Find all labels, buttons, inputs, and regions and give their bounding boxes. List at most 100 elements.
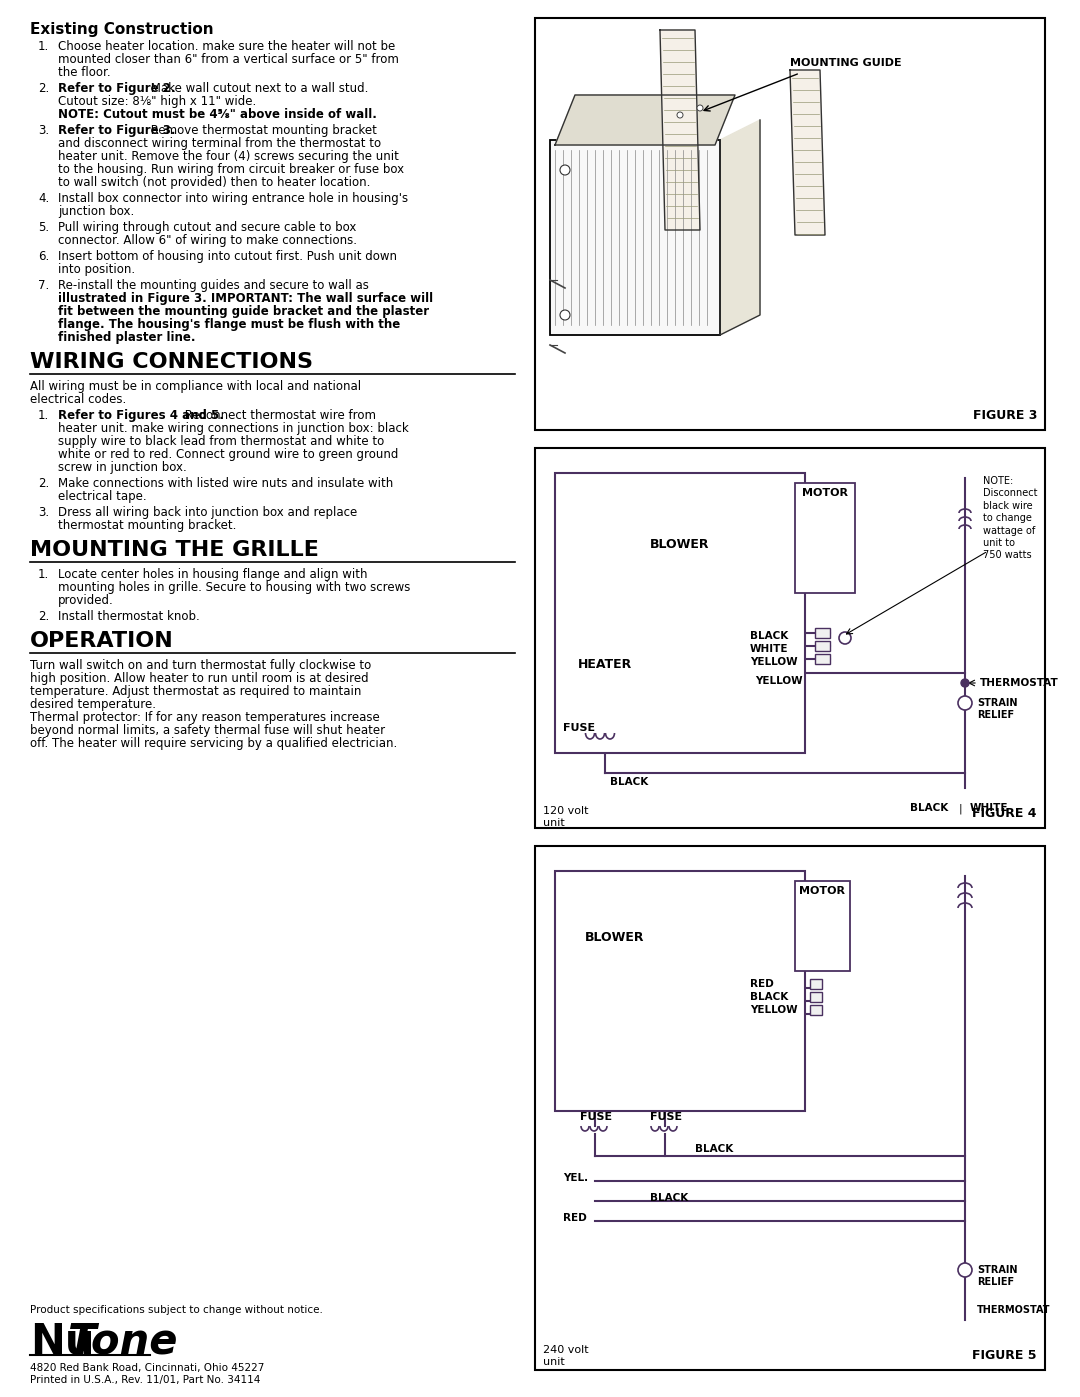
Text: MOTOR: MOTOR bbox=[802, 488, 848, 497]
Text: Choose heater location. make sure the heater will not be: Choose heater location. make sure the he… bbox=[58, 41, 395, 53]
Text: MOUNTING GUIDE: MOUNTING GUIDE bbox=[789, 59, 902, 68]
Text: BLACK: BLACK bbox=[650, 1193, 688, 1203]
Text: Pull wiring through cutout and secure cable to box: Pull wiring through cutout and secure ca… bbox=[58, 221, 356, 235]
Text: Locate center holes in housing flange and align with: Locate center holes in housing flange an… bbox=[58, 569, 367, 581]
Text: |: | bbox=[958, 803, 962, 813]
Text: Make wall cutout next to a wall stud.: Make wall cutout next to a wall stud. bbox=[147, 82, 368, 95]
Text: temperature. Adjust thermostat as required to maintain: temperature. Adjust thermostat as requir… bbox=[30, 685, 362, 698]
Text: 7.: 7. bbox=[38, 279, 50, 292]
Polygon shape bbox=[720, 120, 760, 335]
Text: Refer to Figure 2.: Refer to Figure 2. bbox=[58, 82, 175, 95]
Text: Refer to Figure 3.: Refer to Figure 3. bbox=[58, 124, 175, 137]
Text: Refer to Figures 4 and 5.: Refer to Figures 4 and 5. bbox=[58, 409, 224, 422]
Text: FIGURE 4: FIGURE 4 bbox=[972, 807, 1037, 820]
Text: fit between the mounting guide bracket and the plaster: fit between the mounting guide bracket a… bbox=[58, 305, 429, 319]
Text: BLOWER: BLOWER bbox=[585, 930, 645, 944]
Bar bbox=[555, 474, 805, 753]
Circle shape bbox=[561, 310, 570, 320]
Text: BLACK: BLACK bbox=[750, 631, 788, 641]
Text: connector. Allow 6" of wiring to make connections.: connector. Allow 6" of wiring to make co… bbox=[58, 235, 357, 247]
Text: supply wire to black lead from thermostat and white to: supply wire to black lead from thermosta… bbox=[58, 434, 384, 448]
Text: 1.: 1. bbox=[38, 41, 50, 53]
Text: the floor.: the floor. bbox=[58, 66, 110, 80]
Bar bbox=[815, 654, 831, 664]
Bar bbox=[555, 870, 805, 1111]
Text: white or red to red. Connect ground wire to green ground: white or red to red. Connect ground wire… bbox=[58, 448, 399, 461]
Text: off. The heater will require servicing by a qualified electrician.: off. The heater will require servicing b… bbox=[30, 738, 397, 750]
Circle shape bbox=[961, 679, 969, 687]
Text: 3.: 3. bbox=[38, 506, 49, 520]
Bar bbox=[810, 1004, 822, 1016]
Text: WIRING CONNECTIONS: WIRING CONNECTIONS bbox=[30, 352, 313, 372]
Text: Make connections with listed wire nuts and insulate with: Make connections with listed wire nuts a… bbox=[58, 476, 393, 490]
Text: thermostat mounting bracket.: thermostat mounting bracket. bbox=[58, 520, 237, 532]
Text: high position. Allow heater to run until room is at desired: high position. Allow heater to run until… bbox=[30, 672, 368, 685]
Text: OPERATION: OPERATION bbox=[30, 631, 174, 651]
Text: Reconnect thermostat wire from: Reconnect thermostat wire from bbox=[181, 409, 376, 422]
Polygon shape bbox=[660, 29, 700, 231]
Text: beyond normal limits, a safety thermal fuse will shut heater: beyond normal limits, a safety thermal f… bbox=[30, 724, 386, 738]
Text: BLACK: BLACK bbox=[696, 1144, 733, 1154]
Text: 1.: 1. bbox=[38, 409, 50, 422]
Text: NOTE:
Disconnect
black wire
to change
wattage of
unit to
750 watts: NOTE: Disconnect black wire to change wa… bbox=[983, 476, 1038, 560]
Bar bbox=[810, 992, 822, 1002]
Text: FIGURE 5: FIGURE 5 bbox=[972, 1350, 1037, 1362]
Text: YELLOW: YELLOW bbox=[750, 1004, 798, 1016]
Text: FUSE: FUSE bbox=[650, 1112, 683, 1122]
Text: RED: RED bbox=[563, 1213, 586, 1222]
Text: BLACK: BLACK bbox=[750, 992, 788, 1002]
Text: 240 volt
unit: 240 volt unit bbox=[543, 1345, 589, 1366]
Text: 120 volt
unit: 120 volt unit bbox=[543, 806, 589, 827]
Bar bbox=[815, 641, 831, 651]
Text: 2.: 2. bbox=[38, 476, 50, 490]
Text: junction box.: junction box. bbox=[58, 205, 134, 218]
Text: 4.: 4. bbox=[38, 191, 50, 205]
Text: provided.: provided. bbox=[58, 594, 113, 608]
Text: FIGURE 3: FIGURE 3 bbox=[973, 409, 1037, 422]
Bar bbox=[535, 847, 1045, 1370]
Text: YELLOW: YELLOW bbox=[750, 657, 798, 666]
Text: YEL.: YEL. bbox=[563, 1173, 589, 1183]
Bar bbox=[810, 979, 822, 989]
Text: electrical codes.: electrical codes. bbox=[30, 393, 126, 407]
Text: electrical tape.: electrical tape. bbox=[58, 490, 147, 503]
Text: Dress all wiring back into junction box and replace: Dress all wiring back into junction box … bbox=[58, 506, 357, 520]
Text: RED: RED bbox=[750, 979, 773, 989]
Bar bbox=[795, 483, 855, 592]
Text: FUSE: FUSE bbox=[580, 1112, 612, 1122]
Text: STRAIN
RELIEF: STRAIN RELIEF bbox=[977, 1266, 1017, 1288]
Text: WHITE: WHITE bbox=[970, 803, 1009, 813]
Text: 2.: 2. bbox=[38, 82, 50, 95]
Text: flange. The housing's flange must be flush with the: flange. The housing's flange must be flu… bbox=[58, 319, 401, 331]
Text: Remove thermostat mounting bracket: Remove thermostat mounting bracket bbox=[147, 124, 377, 137]
Text: 3.: 3. bbox=[38, 124, 49, 137]
Text: 6.: 6. bbox=[38, 250, 50, 263]
Text: BLACK: BLACK bbox=[610, 777, 648, 787]
Text: Install thermostat knob.: Install thermostat knob. bbox=[58, 610, 200, 623]
Circle shape bbox=[839, 631, 851, 644]
Text: MOUNTING THE GRILLE: MOUNTING THE GRILLE bbox=[30, 541, 319, 560]
Text: 4820 Red Bank Road, Cincinnati, Ohio 45227
Printed in U.S.A., Rev. 11/01, Part N: 4820 Red Bank Road, Cincinnati, Ohio 452… bbox=[30, 1363, 265, 1384]
Text: into position.: into position. bbox=[58, 263, 135, 277]
Text: desired temperature.: desired temperature. bbox=[30, 698, 156, 711]
Circle shape bbox=[677, 112, 683, 117]
Text: and disconnect wiring terminal from the thermostat to: and disconnect wiring terminal from the … bbox=[58, 137, 381, 149]
Bar bbox=[535, 18, 1045, 430]
Text: NOTE: Cutout must be 4⅝" above inside of wall.: NOTE: Cutout must be 4⅝" above inside of… bbox=[58, 108, 377, 122]
Bar bbox=[795, 882, 850, 971]
Circle shape bbox=[958, 696, 972, 710]
Text: FUSE: FUSE bbox=[563, 724, 595, 733]
Text: finished plaster line.: finished plaster line. bbox=[58, 331, 195, 344]
Text: THERMOSTAT: THERMOSTAT bbox=[980, 678, 1058, 687]
Text: Nu: Nu bbox=[30, 1322, 95, 1363]
Text: mounting holes in grille. Secure to housing with two screws: mounting holes in grille. Secure to hous… bbox=[58, 581, 410, 594]
Text: BLOWER: BLOWER bbox=[650, 538, 710, 550]
Circle shape bbox=[958, 1263, 972, 1277]
Polygon shape bbox=[789, 70, 825, 235]
Circle shape bbox=[697, 105, 703, 110]
Text: heater unit. Remove the four (4) screws securing the unit: heater unit. Remove the four (4) screws … bbox=[58, 149, 399, 163]
Text: STRAIN
RELIEF: STRAIN RELIEF bbox=[977, 698, 1017, 721]
Text: All wiring must be in compliance with local and national: All wiring must be in compliance with lo… bbox=[30, 380, 361, 393]
Text: Insert bottom of housing into cutout first. Push unit down: Insert bottom of housing into cutout fir… bbox=[58, 250, 397, 263]
Text: illustrated in Figure 3. IMPORTANT: The wall surface will: illustrated in Figure 3. IMPORTANT: The … bbox=[58, 292, 433, 305]
